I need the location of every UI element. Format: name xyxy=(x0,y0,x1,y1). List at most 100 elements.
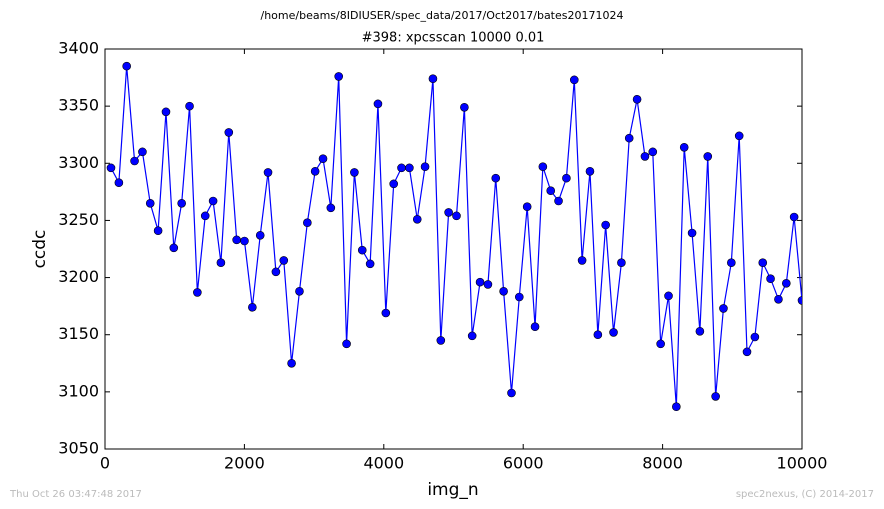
data-point xyxy=(664,291,673,301)
data-point xyxy=(782,278,791,288)
y-tick-label: 3300 xyxy=(58,153,99,172)
data-point xyxy=(381,308,391,318)
data-point xyxy=(216,258,226,268)
x-tick-label: 10000 xyxy=(777,454,828,473)
y-tick-label: 3250 xyxy=(58,210,99,229)
data-point xyxy=(742,347,752,357)
data-point xyxy=(593,330,603,340)
data-point xyxy=(577,256,587,265)
data-point xyxy=(766,274,775,284)
footer-left: Thu Oct 26 03:47:48 2017 xyxy=(9,489,142,500)
data-point xyxy=(491,173,501,183)
data-point xyxy=(295,286,304,296)
data-point xyxy=(703,152,713,161)
x-tick-label: 4000 xyxy=(363,454,404,473)
data-point xyxy=(499,286,508,296)
x-tick-label: 2000 xyxy=(224,454,265,473)
suptitle: /home/beams/8IDIUSER/spec_data/2017/Oct2… xyxy=(261,9,624,22)
data-point xyxy=(750,332,760,342)
data-point xyxy=(185,101,194,111)
data-point xyxy=(601,220,610,230)
data-point xyxy=(397,163,406,173)
data-point xyxy=(420,162,430,172)
data-point xyxy=(797,296,802,305)
data-point xyxy=(624,133,634,143)
x-tick-label: 8000 xyxy=(642,454,683,473)
data-point xyxy=(240,236,249,246)
data-point xyxy=(334,72,344,81)
data-point xyxy=(271,267,281,277)
y-tick-label: 3100 xyxy=(58,381,99,400)
data-point xyxy=(522,202,532,212)
data-point xyxy=(169,243,179,253)
data-point xyxy=(248,302,257,312)
data-point xyxy=(130,156,139,166)
data-point xyxy=(562,173,571,183)
data-point xyxy=(687,228,697,238)
data-point xyxy=(373,99,383,109)
data-point xyxy=(695,326,705,336)
data-point xyxy=(585,166,595,176)
data-point xyxy=(263,168,273,177)
data-point xyxy=(727,258,736,268)
data-point xyxy=(177,198,186,208)
data-point xyxy=(279,256,289,265)
data-point xyxy=(460,102,469,112)
data-point xyxy=(310,166,320,176)
data-point xyxy=(679,142,689,152)
data-point xyxy=(436,336,446,345)
data-point xyxy=(287,358,296,368)
data-point xyxy=(193,288,202,297)
footer-right: spec2nexus, (C) 2014-2017 xyxy=(736,489,874,500)
data-point xyxy=(632,94,642,104)
y-tick-label: 3150 xyxy=(58,324,99,343)
data-point xyxy=(719,304,728,313)
data-point xyxy=(153,226,163,236)
data-point xyxy=(365,259,375,269)
data-point xyxy=(389,179,398,189)
data-point xyxy=(507,388,516,398)
data-point xyxy=(145,198,155,208)
data-point xyxy=(114,178,124,188)
series-line xyxy=(110,66,802,407)
data-point xyxy=(232,235,241,245)
data-point xyxy=(452,211,461,221)
data-point xyxy=(554,196,563,206)
data-point xyxy=(467,331,477,341)
data-point xyxy=(758,258,768,268)
data-point xyxy=(200,211,210,221)
data-point xyxy=(656,339,665,349)
data-point xyxy=(789,212,799,222)
y-tick-label: 3050 xyxy=(58,439,99,458)
y-tick-label: 3400 xyxy=(58,39,99,58)
data-point xyxy=(734,131,744,141)
data-point xyxy=(569,75,579,85)
data-point xyxy=(255,230,265,240)
data-point xyxy=(514,292,524,302)
x-tick-label: 0 xyxy=(100,454,110,473)
data-point xyxy=(648,147,658,157)
plot-area xyxy=(106,61,802,412)
data-point xyxy=(475,277,485,287)
data-point xyxy=(405,163,414,173)
data-point xyxy=(640,152,650,161)
data-point xyxy=(530,322,540,332)
data-point xyxy=(122,61,131,71)
data-point xyxy=(138,147,147,157)
data-point xyxy=(538,162,548,172)
data-point xyxy=(357,245,367,255)
y-tick-label: 3200 xyxy=(58,267,99,286)
data-point xyxy=(617,258,626,268)
x-axis-label: img_n xyxy=(427,480,478,500)
data-point xyxy=(161,107,171,117)
axes-frame xyxy=(104,48,803,450)
data-point xyxy=(342,339,351,349)
data-point xyxy=(208,196,218,206)
data-point xyxy=(774,294,783,304)
data-point xyxy=(326,203,336,213)
y-tick-label: 3350 xyxy=(58,96,99,115)
data-point xyxy=(483,280,493,289)
data-point xyxy=(303,218,312,228)
data-point xyxy=(318,154,328,164)
